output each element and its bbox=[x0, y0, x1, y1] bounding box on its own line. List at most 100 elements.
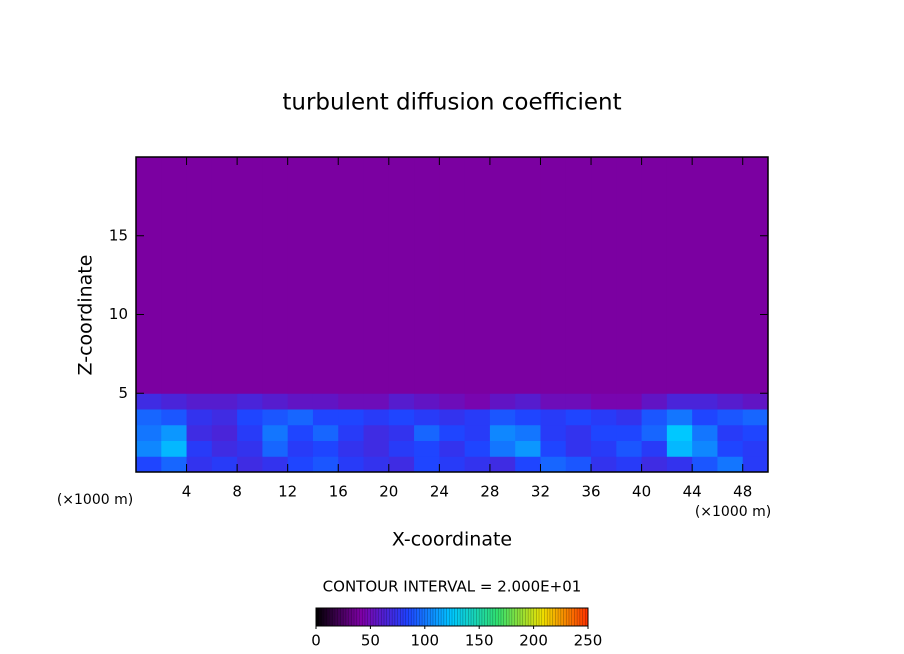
colorbar-tick-label: 200 bbox=[519, 632, 548, 650]
cell bbox=[414, 456, 440, 473]
cell bbox=[540, 157, 567, 394]
colorbar-swatch bbox=[522, 608, 526, 626]
colorbar-swatch bbox=[419, 608, 423, 626]
cell bbox=[237, 393, 263, 410]
colorbar-swatch bbox=[462, 608, 466, 626]
x-axis-label: X-coordinate bbox=[392, 529, 512, 551]
colorbar-swatch bbox=[525, 608, 529, 626]
y-axis-label: Z-coordinate bbox=[75, 255, 97, 376]
colorbar-swatch bbox=[446, 608, 450, 626]
cell bbox=[717, 440, 744, 457]
colorbar-swatch bbox=[394, 608, 398, 626]
cell bbox=[692, 424, 718, 441]
colorbar-swatch bbox=[326, 608, 330, 626]
cell bbox=[312, 440, 339, 457]
cell bbox=[186, 393, 213, 410]
colorbar-swatch bbox=[549, 608, 553, 626]
cell bbox=[262, 456, 289, 473]
cell bbox=[312, 157, 339, 394]
colorbar-swatch bbox=[449, 608, 453, 626]
cell bbox=[211, 456, 238, 473]
colorbar-swatch bbox=[487, 608, 491, 626]
colorbar-swatch bbox=[520, 608, 524, 626]
colorbar-tick-label: 250 bbox=[574, 632, 603, 650]
cell bbox=[388, 424, 415, 441]
colorbar-swatch bbox=[555, 608, 559, 626]
colorbar-swatch bbox=[438, 608, 442, 626]
cell bbox=[464, 157, 491, 394]
colorbar-swatch bbox=[563, 608, 567, 626]
cell bbox=[717, 409, 744, 426]
cell bbox=[312, 393, 339, 410]
colorbar-swatch bbox=[356, 608, 360, 626]
cell bbox=[211, 440, 238, 457]
cell bbox=[338, 409, 365, 426]
colorbar-swatch bbox=[424, 608, 428, 626]
cell bbox=[161, 440, 188, 457]
colorbar-swatch bbox=[392, 608, 396, 626]
cell bbox=[742, 157, 769, 394]
colorbar-swatch bbox=[511, 608, 515, 626]
cell bbox=[666, 424, 693, 441]
colorbar-swatch bbox=[552, 608, 556, 626]
cell bbox=[616, 393, 643, 410]
cell bbox=[338, 157, 365, 394]
cell bbox=[666, 456, 693, 473]
cell bbox=[211, 424, 238, 441]
x-tick-label: 32 bbox=[531, 483, 550, 501]
cell bbox=[565, 440, 592, 457]
colorbar-swatch bbox=[345, 608, 349, 626]
cell bbox=[540, 440, 567, 457]
cell bbox=[287, 157, 314, 394]
cell bbox=[464, 424, 491, 441]
colorbar-swatch bbox=[373, 608, 377, 626]
cell bbox=[742, 393, 769, 410]
colorbar-swatch bbox=[432, 608, 436, 626]
colorbar-swatch bbox=[492, 608, 496, 626]
cell bbox=[186, 409, 213, 426]
cell bbox=[237, 456, 263, 473]
cell bbox=[211, 409, 238, 426]
cell bbox=[363, 157, 390, 394]
cell bbox=[666, 409, 693, 426]
colorbar-swatch bbox=[427, 608, 431, 626]
colorbar-swatch bbox=[468, 608, 472, 626]
colorbar-swatch bbox=[509, 608, 513, 626]
x-tick-label: 16 bbox=[329, 483, 348, 501]
x-tick-label: 8 bbox=[232, 483, 242, 501]
cell bbox=[136, 157, 162, 394]
colorbar-swatch bbox=[381, 608, 385, 626]
colorbar-swatch bbox=[547, 608, 551, 626]
cell bbox=[439, 440, 466, 457]
cell bbox=[591, 409, 617, 426]
cell bbox=[262, 409, 289, 426]
cell bbox=[287, 393, 314, 410]
cell bbox=[161, 409, 188, 426]
cell bbox=[439, 424, 466, 441]
cell bbox=[237, 424, 263, 441]
cell bbox=[186, 424, 213, 441]
cell bbox=[515, 157, 541, 394]
cell bbox=[388, 409, 415, 426]
colorbar-swatch bbox=[332, 608, 336, 626]
cell bbox=[211, 393, 238, 410]
cell bbox=[717, 157, 744, 394]
colorbar-swatch bbox=[476, 608, 480, 626]
x-tick-label: 36 bbox=[581, 483, 600, 501]
cell bbox=[388, 456, 415, 473]
cell bbox=[692, 393, 718, 410]
cell bbox=[439, 157, 466, 394]
cell bbox=[591, 456, 617, 473]
cell bbox=[515, 456, 541, 473]
colorbar-swatch bbox=[528, 608, 532, 626]
cell bbox=[515, 409, 541, 426]
cell bbox=[287, 424, 314, 441]
colorbar-swatch bbox=[348, 608, 352, 626]
cell bbox=[338, 440, 365, 457]
colorbar-swatch bbox=[473, 608, 477, 626]
colorbar-swatch bbox=[384, 608, 388, 626]
colorbar-swatch bbox=[452, 608, 456, 626]
colorbar-swatch bbox=[378, 608, 382, 626]
colorbar-tick-label: 0 bbox=[311, 632, 321, 650]
